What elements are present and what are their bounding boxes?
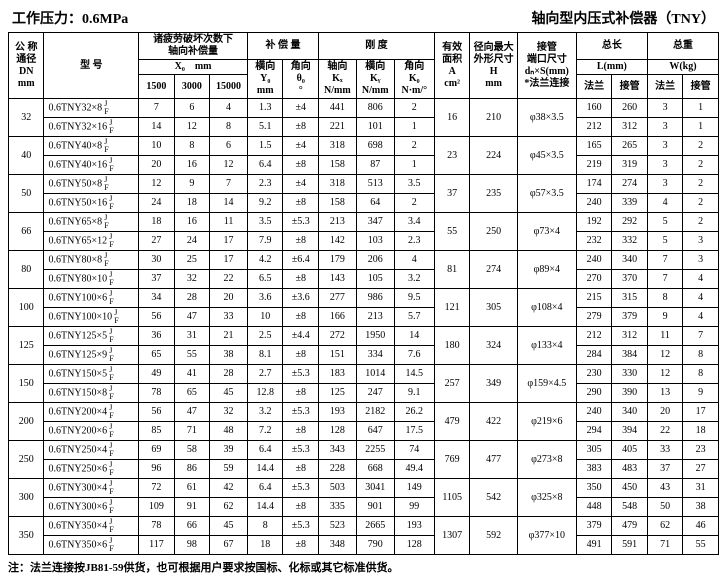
table-row: 660.6TNY65×8JF1816113.5±5.32133473.45525… bbox=[9, 213, 719, 232]
model-cell: 0.6TNY125×9JF bbox=[44, 346, 139, 365]
dn-cell: 50 bbox=[9, 175, 44, 213]
table-row: 0.6TNY200×6JF8571487.2±812864717.5294394… bbox=[9, 422, 719, 441]
table-row: 0.6TNY300×6JF109916214.4±833590199448548… bbox=[9, 498, 719, 517]
model-cell: 0.6TNY200×4JF bbox=[44, 403, 139, 422]
table-row: 0.6TNY100×10JF56473310±81662135.72793799… bbox=[9, 308, 719, 327]
model-cell: 0.6TNY300×4JF bbox=[44, 479, 139, 498]
dn-cell: 32 bbox=[9, 99, 44, 137]
model-cell: 0.6TNY250×4JF bbox=[44, 441, 139, 460]
model-cell: 0.6TNY50×8JF bbox=[44, 175, 139, 194]
table-row: 400.6TNY40×8JF10861.5±4318698223224φ45×3… bbox=[9, 137, 719, 156]
table-row: 0.6TNY65×12JF2724177.9±81421032.32323325… bbox=[9, 232, 719, 251]
model-cell: 0.6TNY350×6JF bbox=[44, 536, 139, 555]
dn-cell: 125 bbox=[9, 327, 44, 365]
model-cell: 0.6TNY350×4JF bbox=[44, 517, 139, 536]
spec-table: 公 称通径DNmm 型 号 诸疲劳破坏次数下轴向补偿量 补 偿 量 刚 度 有效… bbox=[8, 32, 719, 555]
model-cell: 0.6TNY300×6JF bbox=[44, 498, 139, 517]
table-row: 0.6TNY250×6JF96865914.4±822866849.438348… bbox=[9, 460, 719, 479]
model-cell: 0.6TNY100×10JF bbox=[44, 308, 139, 327]
table-row: 0.6TNY40×16JF2016126.4±815887121931932 bbox=[9, 156, 719, 175]
table-row: 0.6TNY32×16JF141285.1±8221101121231231 bbox=[9, 118, 719, 137]
table-row: 800.6TNY80×8JF3025174.2±6.4179206481274φ… bbox=[9, 251, 719, 270]
table-row: 1250.6TNY125×5JF3631212.5±4.427219501418… bbox=[9, 327, 719, 346]
table-row: 500.6TNY50×8JF12972.3±43185133.537235φ57… bbox=[9, 175, 719, 194]
footnote: 注：法兰连接按JB81-59供货，也可根据用户要求按国标、化标或其它标准供货。 bbox=[8, 559, 719, 575]
dn-cell: 250 bbox=[9, 441, 44, 479]
model-cell: 0.6TNY100×6JF bbox=[44, 289, 139, 308]
model-cell: 0.6TNY250×6JF bbox=[44, 460, 139, 479]
header-right: 轴向型内压式补偿器（TNY） bbox=[531, 8, 715, 28]
dn-cell: 150 bbox=[9, 365, 44, 403]
dn-cell: 40 bbox=[9, 137, 44, 175]
dn-cell: 100 bbox=[9, 289, 44, 327]
model-cell: 0.6TNY50×16JF bbox=[44, 194, 139, 213]
dn-cell: 350 bbox=[9, 517, 44, 555]
table-row: 1000.6TNY100×6JF3428203.6±3.62779869.512… bbox=[9, 289, 719, 308]
model-cell: 0.6TNY80×8JF bbox=[44, 251, 139, 270]
model-cell: 0.6TNY150×8JF bbox=[44, 384, 139, 403]
model-cell: 0.6TNY65×8JF bbox=[44, 213, 139, 232]
model-cell: 0.6TNY65×12JF bbox=[44, 232, 139, 251]
model-cell: 0.6TNY80×10JF bbox=[44, 270, 139, 289]
table-row: 0.6TNY80×10JF3732226.5±81431053.22703707… bbox=[9, 270, 719, 289]
table-row: 1500.6TNY150×5JF4941282.7±5.3183101414.5… bbox=[9, 365, 719, 384]
table-row: 0.6TNY50×16JF2418149.2±815864224033942 bbox=[9, 194, 719, 213]
table-row: 2500.6TNY250×4JF6958396.4±5.334322557476… bbox=[9, 441, 719, 460]
table-row: 3500.6TNY350×4JF7866458±5.35232665193130… bbox=[9, 517, 719, 536]
table-row: 0.6TNY150×8JF78654512.8±81252479.1290390… bbox=[9, 384, 719, 403]
table-row: 2000.6TNY200×4JF5647323.2±5.3193218226.2… bbox=[9, 403, 719, 422]
table-row: 0.6TNY125×9JF6555388.1±81513347.62843841… bbox=[9, 346, 719, 365]
model-cell: 0.6TNY40×8JF bbox=[44, 137, 139, 156]
dn-cell: 200 bbox=[9, 403, 44, 441]
model-cell: 0.6TNY200×6JF bbox=[44, 422, 139, 441]
model-cell: 0.6TNY150×5JF bbox=[44, 365, 139, 384]
table-row: 0.6TNY350×6JF117986718±83487901284915917… bbox=[9, 536, 719, 555]
table-row: 3000.6TNY300×4JF7261426.4±5.350330411491… bbox=[9, 479, 719, 498]
dn-cell: 66 bbox=[9, 213, 44, 251]
dn-cell: 300 bbox=[9, 479, 44, 517]
model-cell: 0.6TNY40×16JF bbox=[44, 156, 139, 175]
dn-cell: 80 bbox=[9, 251, 44, 289]
model-cell: 0.6TNY125×5JF bbox=[44, 327, 139, 346]
model-cell: 0.6TNY32×8JF bbox=[44, 99, 139, 118]
header-left: 工作压力：0.6MPa bbox=[12, 8, 128, 28]
model-cell: 0.6TNY32×16JF bbox=[44, 118, 139, 137]
table-row: 320.6TNY32×8JF7641.3±4441806216210φ38×3.… bbox=[9, 99, 719, 118]
